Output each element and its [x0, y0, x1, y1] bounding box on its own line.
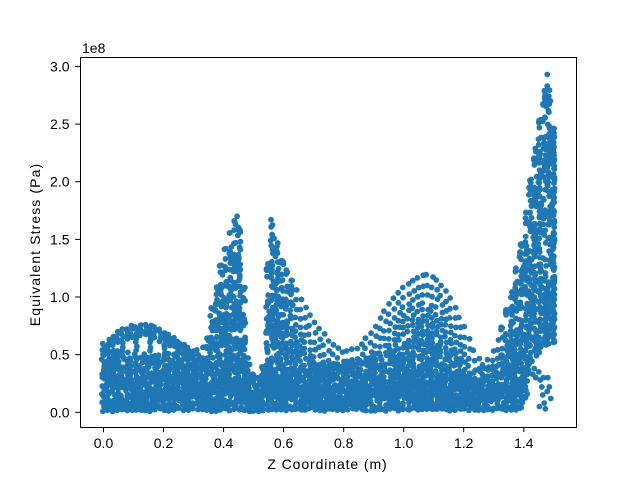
svg-text:0.0: 0.0 [94, 435, 114, 451]
svg-text:2.5: 2.5 [50, 116, 70, 132]
svg-text:Z Coordinate (m): Z Coordinate (m) [267, 456, 387, 472]
svg-text:0.8: 0.8 [334, 435, 354, 451]
svg-text:1.4: 1.4 [514, 435, 534, 451]
svg-text:3.0: 3.0 [50, 58, 70, 74]
svg-text:1.0: 1.0 [394, 435, 414, 451]
svg-text:Equivalent Stress (Pa): Equivalent Stress (Pa) [27, 163, 43, 326]
svg-text:1e8: 1e8 [82, 40, 106, 56]
svg-text:0.5: 0.5 [50, 347, 70, 363]
svg-text:2.0: 2.0 [50, 174, 70, 190]
svg-text:0.2: 0.2 [154, 435, 174, 451]
svg-text:0.6: 0.6 [274, 435, 294, 451]
svg-text:0.0: 0.0 [50, 404, 70, 420]
svg-text:1.2: 1.2 [454, 435, 474, 451]
svg-text:0.4: 0.4 [214, 435, 234, 451]
svg-text:1.0: 1.0 [50, 289, 70, 305]
svg-text:1.5: 1.5 [50, 231, 70, 247]
